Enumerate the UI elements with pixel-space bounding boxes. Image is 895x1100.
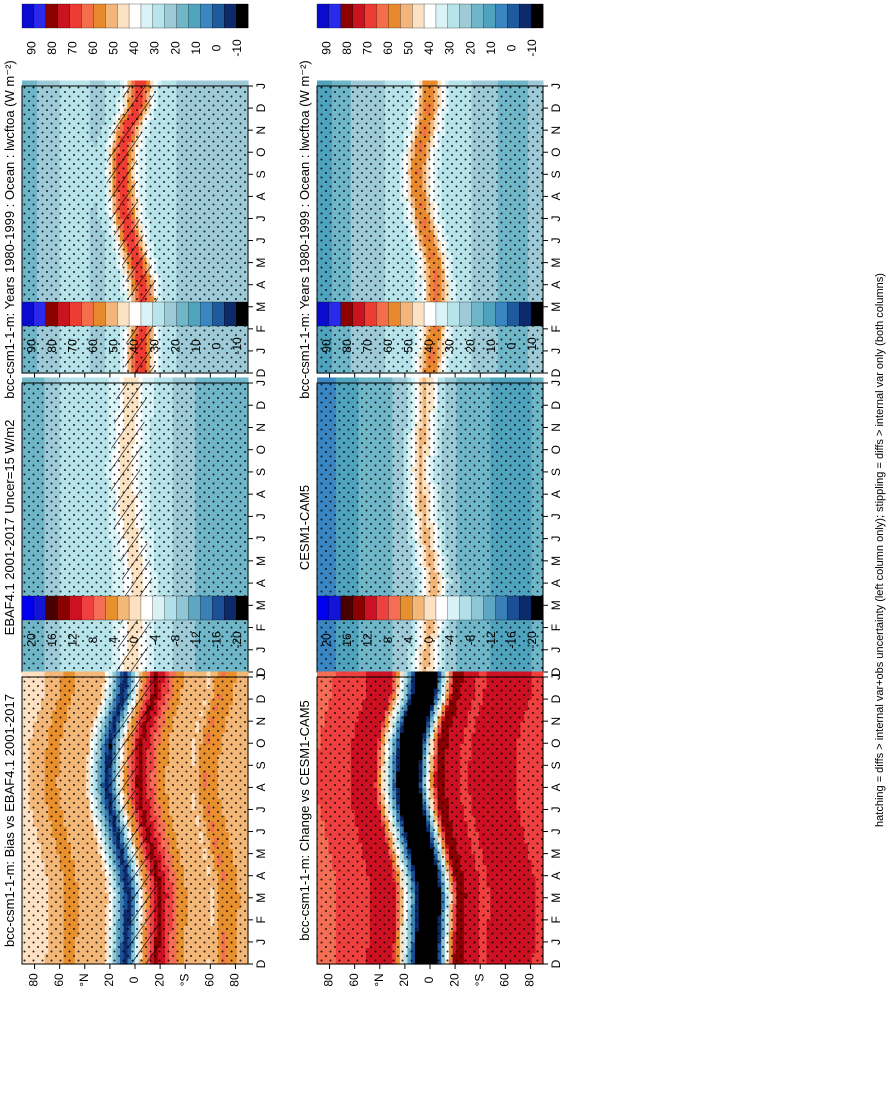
month-tick-label: F (254, 325, 268, 332)
colorbar-swatch (224, 3, 237, 29)
month-tick-label: A (254, 192, 268, 200)
colorbar-swatch (128, 3, 142, 29)
colorbar-label: 40 (127, 41, 141, 55)
colorbar-label: 70 (66, 41, 80, 55)
month-tick-label: J (254, 215, 268, 221)
colorbar-label: 50 (107, 41, 121, 55)
month-tick-label: J (254, 238, 268, 244)
colorbar-label: 60 (86, 41, 100, 55)
colorbar-label: 90 (24, 41, 38, 55)
colorbar-swatch (45, 3, 59, 29)
month-tick-label: S (254, 170, 268, 178)
colorbar-swatch (69, 3, 82, 29)
colorbar-label: 10 (189, 41, 203, 55)
colorbar-swatch (140, 3, 154, 29)
colorbar-label: 20 (168, 41, 182, 55)
colorbar-swatch (21, 3, 35, 29)
colorbar-label: 30 (148, 41, 162, 55)
colorbar-swatch (164, 3, 178, 29)
panel-title: bcc-csm1-1-m: Years 1980-1999 : Ocean : … (2, 60, 17, 398)
month-tick-label: M (254, 258, 268, 268)
colorbar-label: -10 (230, 39, 244, 57)
month-tick-label: A (254, 281, 268, 289)
month-tick-label: M (254, 302, 268, 312)
colorbar-swatch (176, 3, 189, 29)
month-tick-label: D (254, 368, 268, 377)
colorbar-swatch (212, 3, 225, 29)
month-tick-label: N (254, 126, 268, 135)
month-tick-label: J (254, 83, 268, 89)
colorbar-swatch (235, 3, 249, 29)
colorbar-swatch (81, 3, 94, 29)
month-tick-label: J (254, 348, 268, 354)
colorbar-swatch (105, 3, 118, 29)
colorbar-swatch (57, 3, 71, 29)
month-ticks: D J F M A M J J A S O N D J (248, 83, 268, 377)
colorbar-swatch (93, 3, 106, 29)
month-tick-label: O (254, 148, 268, 157)
month-tick-label: D (254, 103, 268, 112)
colorbar-swatch (117, 3, 130, 29)
colorbar: 90 80 70 60 50 40 30 20 10 0 -10 (21, 3, 249, 57)
colorbar-label: 80 (45, 41, 59, 55)
colorbar-label: 0 (209, 44, 223, 51)
colorbar-swatch (152, 3, 166, 29)
colorbar-swatch (33, 3, 47, 29)
colorbar-swatch (200, 3, 213, 29)
colorbar-swatch (188, 3, 201, 29)
